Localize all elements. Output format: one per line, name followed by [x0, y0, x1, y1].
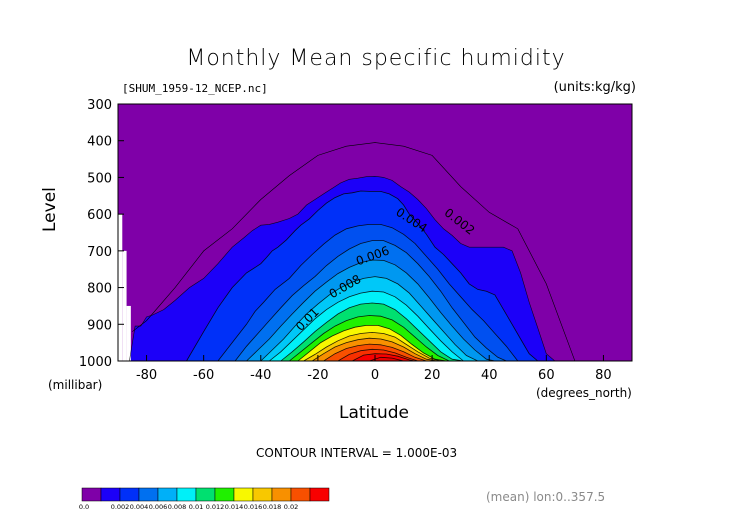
colorbar-label: 0.02 — [284, 503, 298, 511]
x-axis: -80 -60 -40 -20 0 20 40 60 80 — [136, 355, 612, 383]
colorbar-swatch — [100, 487, 121, 502]
contour-line-outer — [132, 142, 604, 362]
colorbar-swatch — [195, 487, 216, 502]
y-axis-unit: (millibar) — [48, 378, 103, 392]
x-axis-title: Latitude — [339, 403, 409, 423]
contour-line-0.015 — [352, 353, 416, 362]
colorbar-swatch — [271, 487, 292, 502]
y-tick-label: 400 — [87, 135, 112, 150]
contour-line-0.008 — [280, 302, 464, 362]
chart-title: Monthly Mean specific humidity — [186, 46, 566, 71]
y-tick-label: 500 — [87, 171, 112, 186]
x-tick-label: 0 — [371, 368, 379, 383]
y-tick-label: 1000 — [79, 355, 112, 370]
x-tick-label: -40 — [250, 368, 271, 383]
y-axis-title: Level — [40, 187, 60, 232]
x-axis-unit: (degrees_north) — [536, 386, 632, 400]
contour-line-0.006 — [260, 276, 484, 362]
x-tick-label: -80 — [136, 368, 157, 383]
y-axis: 300 400 500 600 700 800 900 1000 — [79, 98, 124, 370]
contour-line-0.001 — [129, 175, 556, 362]
x-tick-label: 40 — [481, 368, 498, 383]
contour-line-0.013 — [323, 343, 433, 362]
footer-mean-text: (mean) lon:0..357.5 — [486, 490, 606, 504]
contour-line-0.01 — [297, 325, 453, 362]
contour-line-0.014 — [337, 348, 424, 362]
colorbar-label: 0.0 — [79, 503, 89, 511]
colorbar-label: 0.002 — [111, 503, 130, 511]
colorbar-swatch — [233, 487, 254, 502]
colorbar-swatch — [309, 487, 330, 502]
x-tick-label: 80 — [595, 368, 612, 383]
colorbar-label: 0.006 — [149, 503, 168, 511]
colorbar-label: 0.01 — [189, 503, 203, 511]
colorbar-label: 0.008 — [168, 503, 187, 511]
y-tick-label: 800 — [87, 282, 112, 297]
contour-line-0.011 — [303, 331, 447, 362]
colorbar-label: 0.012 — [206, 503, 225, 511]
colorbar-label: 0.016 — [244, 503, 263, 511]
colorbar-label: 0.014 — [225, 503, 244, 511]
colorbar-swatch — [252, 487, 273, 502]
y-tick-label: 300 — [87, 98, 112, 113]
file-label: [SHUM_1959-12_NCEP.nc] — [122, 82, 268, 95]
x-tick-label: 20 — [424, 368, 441, 383]
colorbar-swatch — [138, 487, 159, 502]
contour-interval-text: CONTOUR INTERVAL = 1.000E-03 — [256, 446, 458, 460]
contour-line-0.007 — [269, 290, 473, 362]
contour-lines — [129, 142, 604, 362]
x-tick-label: -20 — [307, 368, 328, 383]
colorbar-swatch — [214, 487, 235, 502]
contour-line-0.012 — [311, 337, 438, 362]
y-tick-label: 600 — [87, 208, 112, 223]
contour-line-0.009 — [289, 315, 458, 362]
colorbar-swatch — [119, 487, 140, 502]
y-tick-label: 900 — [87, 318, 112, 333]
contour-line-0.004 — [234, 240, 507, 362]
colorbar: 0.0 0.002 0.004 0.006 0.008 0.01 0.012 0.014 0.0… — [79, 487, 330, 511]
contour-line-0.002 — [186, 190, 547, 362]
missing-block-2 — [126, 305, 131, 361]
colorbar-swatch — [81, 487, 102, 502]
colorbar-label: 0.018 — [263, 503, 282, 511]
colorbar-swatch — [176, 487, 197, 502]
units-label: (units:kg/kg) — [553, 80, 636, 95]
x-tick-label: 60 — [538, 368, 555, 383]
x-tick-label: -60 — [193, 368, 214, 383]
contour-line-0.003 — [217, 224, 519, 362]
y-tick-label: 700 — [87, 245, 112, 260]
colorbar-label: 0.004 — [130, 503, 149, 511]
missing-block-1 — [122, 250, 127, 361]
contour-line-0.005 — [246, 259, 495, 362]
colorbar-swatch — [290, 487, 311, 502]
colorbar-swatch — [157, 487, 178, 502]
